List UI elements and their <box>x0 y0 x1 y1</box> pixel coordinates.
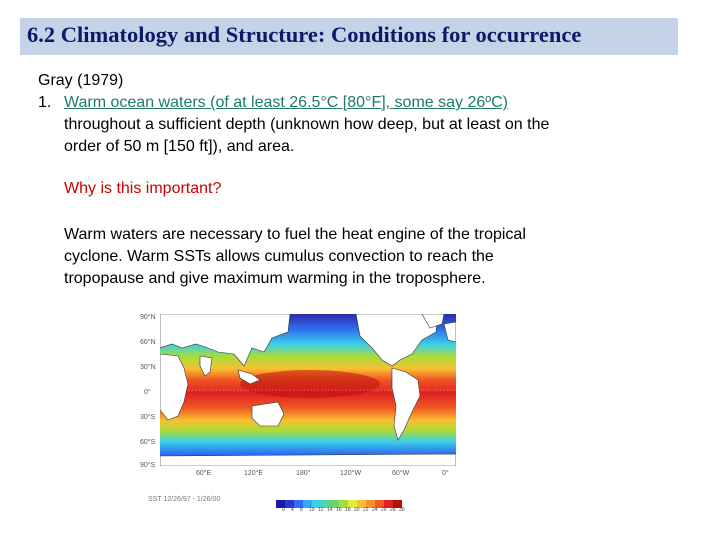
colorbar-swatch <box>312 500 321 508</box>
map-caption: SST 12/26/97 - 1/26/00 <box>148 496 221 503</box>
sst-map-figure: 90°N 60°N 30°N 0° 30°S 60°S 90°S <box>136 308 468 516</box>
answer-line-3: tropopause and give maximum warming in t… <box>64 270 486 287</box>
colorbar-tick-label: 28 <box>390 507 396 513</box>
lon-label: 120°W <box>340 470 362 477</box>
lat-label: 60°N <box>140 339 156 346</box>
lat-label: 30°N <box>140 364 156 371</box>
title-bar <box>20 18 678 55</box>
question-text: Why is this important? <box>64 180 222 197</box>
lon-label: 60°W <box>392 470 410 477</box>
colorbar-swatch <box>339 500 348 508</box>
colorbar-tick-label: 14 <box>327 507 333 513</box>
lat-label: 60°S <box>140 439 156 446</box>
lat-label: 0° <box>144 389 151 396</box>
lat-label: 90°N <box>140 314 156 321</box>
colorbar-tick-label: 12 <box>318 507 324 513</box>
colorbar-swatch <box>366 500 375 508</box>
colorbar-tick-label: 8 <box>300 507 303 513</box>
colorbar-swatch <box>321 500 330 508</box>
item-number: 1. <box>38 94 52 111</box>
colorbar-swatch <box>348 500 357 508</box>
land-masses <box>160 314 456 466</box>
colorbar-swatch <box>375 500 384 508</box>
colorbar-tick-label: 22 <box>363 507 369 513</box>
colorbar-tick-label: 10 <box>309 507 315 513</box>
sst-map <box>160 314 456 466</box>
colorbar-tick-label: 16 <box>336 507 342 513</box>
answer-line-2: cyclone. Warm SSTs allows cumulus convec… <box>64 248 494 265</box>
warm-pool <box>240 370 380 398</box>
lon-label: 0° <box>442 470 449 477</box>
colorbar <box>276 500 402 508</box>
colorbar-tick-label: 26 <box>381 507 387 513</box>
colorbar-tick-label: 18 <box>345 507 351 513</box>
colorbar-tick-label: 30 <box>399 507 405 513</box>
colorbar-tick-label: 24 <box>372 507 378 513</box>
colorbar-swatch <box>384 500 393 508</box>
item-line-3: order of 50 m [150 ft]), and area. <box>64 138 295 155</box>
colorbar-swatch <box>393 500 402 508</box>
source-text: Gray (1979) <box>38 72 124 89</box>
colorbar-swatch <box>330 500 339 508</box>
slide-title: 6.2 Climatology and Structure: Condition… <box>27 22 582 47</box>
lat-label: 30°S <box>140 414 156 421</box>
colorbar-swatch <box>285 500 294 508</box>
lon-label: 120°E <box>244 470 264 477</box>
colorbar-tick-label: 4 <box>291 507 294 513</box>
colorbar-swatch <box>303 500 312 508</box>
lat-label: 90°S <box>140 462 156 469</box>
colorbar-swatch <box>276 500 285 508</box>
lon-label: 60°E <box>196 470 212 477</box>
item-line-2: throughout a sufficient depth (unknown h… <box>64 116 550 133</box>
answer-line-1: Warm waters are necessary to fuel the he… <box>64 226 526 243</box>
colorbar-swatch <box>294 500 303 508</box>
colorbar-swatch <box>357 500 366 508</box>
item-link-line[interactable]: Warm ocean waters (of at least 26.5°C [8… <box>64 94 508 111</box>
lon-label: 180° <box>296 470 311 477</box>
colorbar-tick-label: 0 <box>282 507 285 513</box>
colorbar-tick-label: 20 <box>354 507 360 513</box>
